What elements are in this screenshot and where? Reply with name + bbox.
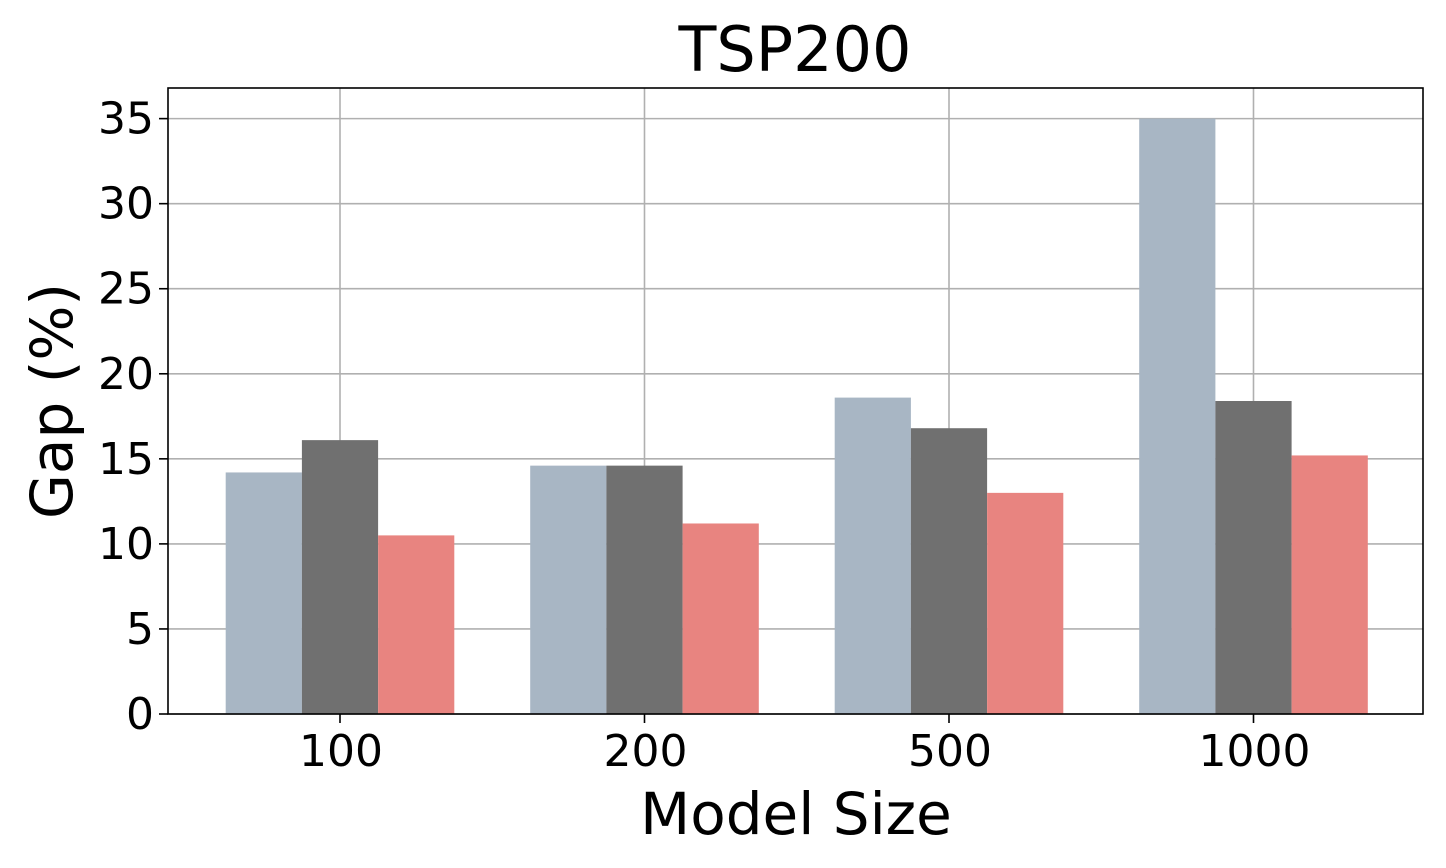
- y-tick-label: 5: [126, 604, 154, 655]
- bar: [987, 492, 1064, 714]
- plot-frame: [167, 87, 1424, 715]
- x-tick-label: 200: [604, 726, 688, 777]
- y-tick-label: 0: [126, 689, 154, 740]
- y-tick-label: 30: [98, 179, 154, 230]
- bar: [1215, 401, 1292, 714]
- chart-title: TSP200: [678, 13, 912, 86]
- y-tick-label: 10: [98, 519, 154, 570]
- y-axis-label: Gap (%): [18, 283, 86, 519]
- x-axis-label: Model Size: [640, 780, 952, 848]
- y-tick-label: 15: [98, 434, 154, 485]
- bar: [1291, 455, 1368, 714]
- bar: [834, 397, 911, 714]
- bar: [606, 465, 683, 714]
- x-tick-label: 500: [908, 726, 992, 777]
- bar: [682, 523, 759, 714]
- tick-layer: 0 5 10 15 20 25 30 35 100 200 500 1000: [98, 94, 1310, 777]
- y-tick-label: 35: [98, 94, 154, 145]
- bar: [910, 428, 988, 714]
- bar: [1139, 118, 1216, 714]
- y-tick-label: 25: [98, 264, 154, 315]
- x-tick-label: 100: [299, 726, 383, 777]
- bar: [530, 465, 607, 714]
- bar: [225, 472, 302, 714]
- bar-layer: [225, 118, 1368, 714]
- bar: [301, 440, 379, 714]
- y-tick-label: 20: [98, 349, 154, 400]
- x-tick-label: 1000: [1199, 726, 1311, 777]
- bar: [378, 535, 455, 714]
